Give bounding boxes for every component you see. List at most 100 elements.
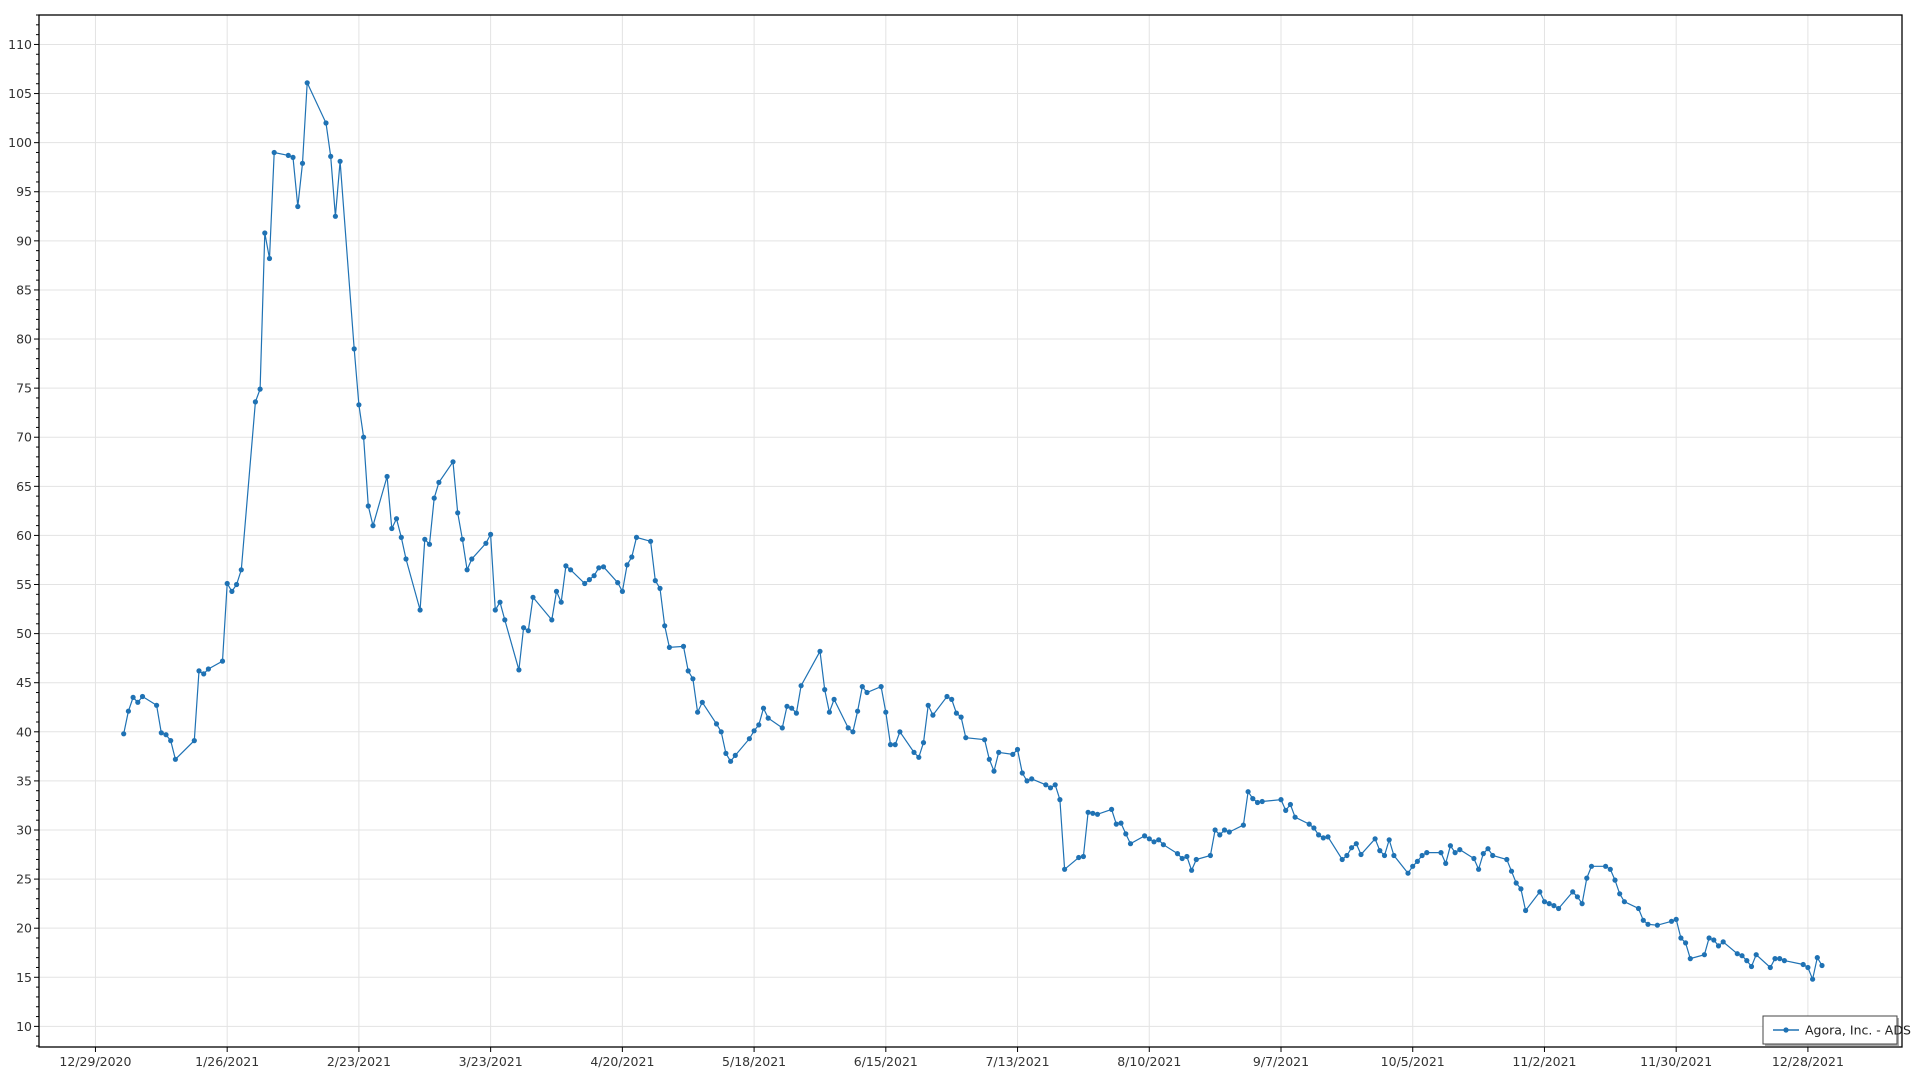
data-point (172, 756, 178, 762)
data-point (229, 588, 235, 595)
data-point (1344, 852, 1350, 859)
data-point (1085, 809, 1091, 815)
data-point (1127, 841, 1134, 847)
data-point (154, 702, 160, 708)
data-point (1014, 746, 1021, 753)
data-point (351, 346, 357, 352)
data-point (130, 694, 136, 701)
data-point (1113, 821, 1119, 827)
y-tick-label: 95 (16, 184, 32, 199)
data-point (483, 540, 489, 546)
data-point (1518, 886, 1524, 892)
data-point (1753, 952, 1759, 958)
data-point (1711, 937, 1717, 943)
data-point (648, 538, 654, 544)
data-point (728, 758, 734, 764)
data-point (1292, 814, 1298, 820)
data-point (582, 580, 588, 587)
x-tick-label: 6/15/2021 (854, 1054, 918, 1069)
data-point (1424, 850, 1430, 856)
data-point (135, 699, 141, 705)
data-point (285, 152, 291, 158)
data-point (897, 729, 903, 735)
data-point (1617, 891, 1623, 897)
data-point (779, 725, 785, 731)
data-point (949, 696, 955, 703)
data-point (798, 683, 804, 689)
data-point (1814, 955, 1820, 961)
data-point (817, 648, 823, 654)
data-point (1457, 847, 1463, 853)
data-point (1513, 880, 1519, 886)
data-point (1645, 921, 1651, 927)
data-point (1715, 943, 1722, 949)
data-point (1687, 956, 1693, 962)
data-point (887, 742, 894, 748)
data-point (1748, 963, 1755, 970)
data-point (1221, 827, 1228, 833)
data-point (469, 556, 475, 562)
data-point (455, 510, 461, 516)
data-point (732, 752, 738, 759)
data-point (139, 693, 146, 700)
data-point (657, 585, 663, 592)
data-point (760, 705, 767, 711)
data-point (323, 120, 329, 126)
data-point (1744, 958, 1750, 964)
data-point (1739, 953, 1745, 959)
data-point (384, 473, 390, 480)
data-point (1603, 863, 1609, 869)
data-point (1189, 867, 1195, 873)
data-point (530, 594, 536, 600)
data-point (1057, 797, 1063, 803)
data-point (1537, 889, 1543, 895)
data-point (1240, 822, 1246, 828)
x-tick-label: 3/23/2021 (459, 1054, 523, 1069)
data-point (1283, 807, 1289, 814)
data-point (389, 525, 395, 532)
data-point (911, 749, 917, 756)
data-point (502, 617, 508, 623)
data-point (633, 534, 640, 541)
data-point (426, 541, 433, 547)
data-point (826, 709, 833, 715)
data-point (1480, 851, 1486, 857)
data-point (553, 588, 560, 595)
data-point (1160, 842, 1166, 848)
data-point (1523, 907, 1529, 914)
data-point (1781, 958, 1787, 964)
data-point (1476, 866, 1482, 872)
data-point (525, 628, 531, 634)
data-point (521, 625, 527, 631)
data-point (1546, 901, 1552, 907)
x-tick-label: 11/2/2021 (1512, 1054, 1576, 1069)
data-point (713, 721, 720, 727)
data-point (855, 708, 861, 714)
data-point (1668, 918, 1675, 924)
data-point (1551, 903, 1557, 909)
data-point (497, 599, 503, 605)
y-tick-label: 75 (16, 381, 32, 396)
data-point (262, 230, 268, 236)
data-point (822, 687, 828, 693)
x-tick-label: 1/26/2021 (195, 1054, 259, 1069)
data-point (403, 556, 409, 562)
data-point (1734, 951, 1740, 957)
data-point (883, 709, 889, 715)
y-tick-label: 85 (16, 282, 32, 297)
data-point (332, 213, 338, 219)
data-point (586, 577, 593, 583)
data-point (1574, 894, 1580, 900)
y-tick-label: 40 (16, 724, 32, 739)
data-point (1109, 806, 1115, 813)
data-point (793, 710, 800, 716)
data-point (1311, 825, 1317, 831)
data-point (1405, 870, 1411, 876)
data-point (337, 158, 343, 164)
data-point (168, 738, 174, 744)
data-point (1584, 875, 1590, 881)
data-point (370, 523, 376, 529)
data-point (1471, 855, 1477, 862)
data-point (695, 709, 701, 715)
data-point (944, 693, 950, 700)
